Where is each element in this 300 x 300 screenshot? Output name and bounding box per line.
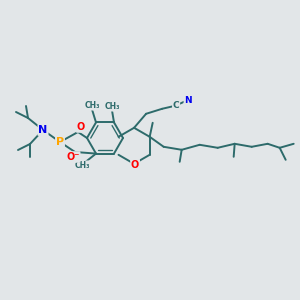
Text: CH₃: CH₃ [74,161,90,170]
Text: O: O [131,160,139,170]
Text: C: C [173,101,179,110]
Text: N: N [38,125,48,135]
Text: CH₃: CH₃ [84,101,100,110]
Text: N: N [184,96,192,105]
Text: O⁻: O⁻ [66,152,80,162]
Text: CH₃: CH₃ [104,102,120,111]
Text: P: P [56,137,64,147]
Text: O: O [77,122,85,132]
